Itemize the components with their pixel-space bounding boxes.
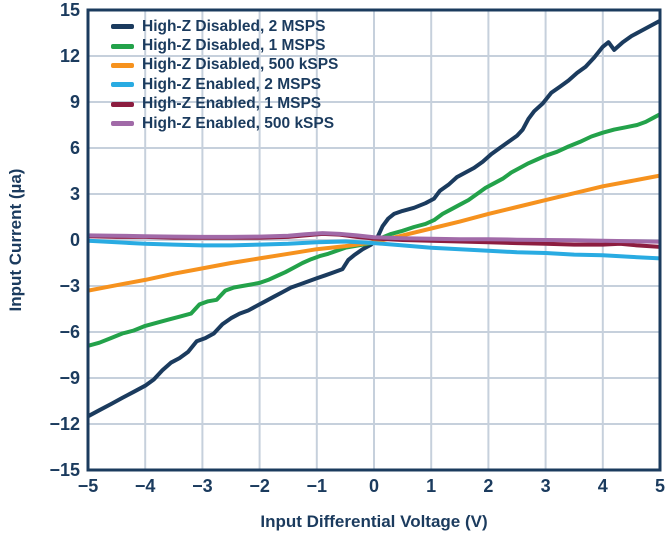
y-tick-label: 6 xyxy=(69,138,80,158)
legend-label: High-Z Disabled, 500 kSPS xyxy=(142,56,339,74)
legend-item: High-Z Disabled, 2 MSPS xyxy=(111,17,338,36)
y-tick-label: −3 xyxy=(59,276,80,296)
legend-swatch-icon xyxy=(111,62,134,68)
y-tick-label: −15 xyxy=(49,460,80,480)
y-tick-label: 15 xyxy=(59,0,80,20)
x-tick-label: −5 xyxy=(77,476,99,496)
x-tick-label: 0 xyxy=(368,476,379,496)
legend-label: High-Z Enabled, 500 kSPS xyxy=(142,114,335,132)
legend-item: High-Z Enabled, 2 MSPS xyxy=(111,75,338,94)
legend-swatch-icon xyxy=(111,82,134,88)
y-tick-label: 3 xyxy=(69,184,80,204)
x-tick-label: −3 xyxy=(192,476,213,496)
series-line xyxy=(88,231,660,244)
legend-label: High-Z Disabled, 2 MSPS xyxy=(142,17,326,35)
x-tick-label: 5 xyxy=(654,476,665,496)
plot-border xyxy=(86,8,662,472)
legend-swatch-icon xyxy=(111,24,134,30)
legend: High-Z Disabled, 2 MSPS High-Z Disabled, … xyxy=(111,17,338,133)
legend-label: High-Z Disabled, 1 MSPS xyxy=(142,37,326,55)
y-tick-label: 9 xyxy=(69,92,80,112)
x-tick-label: −1 xyxy=(306,476,328,496)
x-tick-label: 1 xyxy=(426,476,437,496)
legend-item: High-Z Enabled, 1 MSPS xyxy=(111,95,338,114)
legend-item: High-Z Disabled, 1 MSPS xyxy=(111,36,338,55)
x-tick-label: −2 xyxy=(249,476,270,496)
series-line xyxy=(88,238,660,261)
legend-label: High-Z Enabled, 1 MSPS xyxy=(142,95,322,113)
y-tick-label: −6 xyxy=(59,322,80,342)
x-tick-label: 4 xyxy=(597,476,608,496)
y-tick-label: −12 xyxy=(49,414,80,434)
x-tick-label: 3 xyxy=(540,476,551,496)
y-tick-label: 0 xyxy=(69,230,80,250)
legend-swatch-icon xyxy=(111,101,134,107)
legend-item: High-Z Enabled, 500 kSPS xyxy=(111,114,338,133)
x-axis-title: Input Differential Voltage (V) xyxy=(260,512,488,531)
series-line xyxy=(88,18,660,419)
legend-swatch-icon xyxy=(111,121,134,127)
legend-swatch-icon xyxy=(111,43,134,49)
y-tick-label: −9 xyxy=(59,368,80,388)
legend-item: High-Z Disabled, 500 kSPS xyxy=(111,56,338,75)
legend-label: High-Z Enabled, 2 MSPS xyxy=(142,75,322,93)
x-tick-label: −4 xyxy=(134,476,156,496)
x-tick-label: 2 xyxy=(483,476,494,496)
y-tick-label: 12 xyxy=(59,46,80,66)
